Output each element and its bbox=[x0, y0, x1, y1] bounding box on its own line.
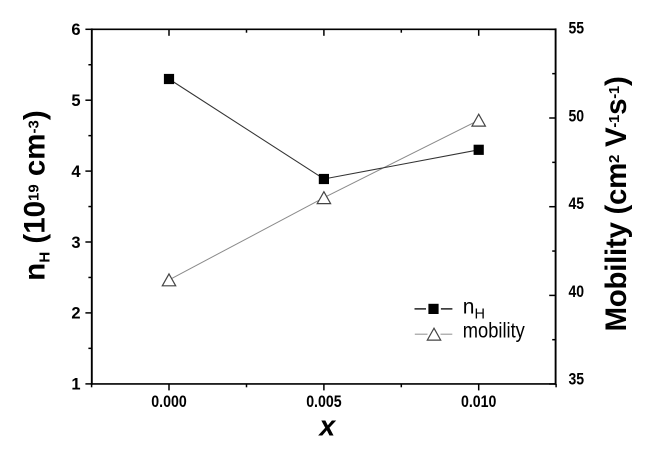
svg-text:40: 40 bbox=[569, 283, 585, 301]
svg-text:50: 50 bbox=[569, 107, 585, 125]
svg-text:Mobility (cm2 V-1s-1): Mobility (cm2 V-1s-1) bbox=[600, 77, 633, 332]
svg-text:35: 35 bbox=[569, 371, 585, 389]
svg-text:mobility: mobility bbox=[463, 320, 525, 343]
svg-text:0.005: 0.005 bbox=[306, 393, 341, 411]
svg-text:5: 5 bbox=[71, 92, 80, 110]
svg-text:4: 4 bbox=[71, 163, 81, 181]
svg-text:55: 55 bbox=[569, 20, 585, 38]
svg-text:6: 6 bbox=[71, 21, 80, 39]
svg-text:3: 3 bbox=[71, 234, 80, 252]
svg-text:1: 1 bbox=[71, 376, 80, 394]
svg-text:x: x bbox=[317, 411, 336, 443]
svg-text:0.010: 0.010 bbox=[461, 393, 496, 411]
svg-text:0.000: 0.000 bbox=[151, 393, 186, 411]
svg-text:2: 2 bbox=[71, 305, 80, 323]
svg-text:45: 45 bbox=[569, 195, 585, 213]
